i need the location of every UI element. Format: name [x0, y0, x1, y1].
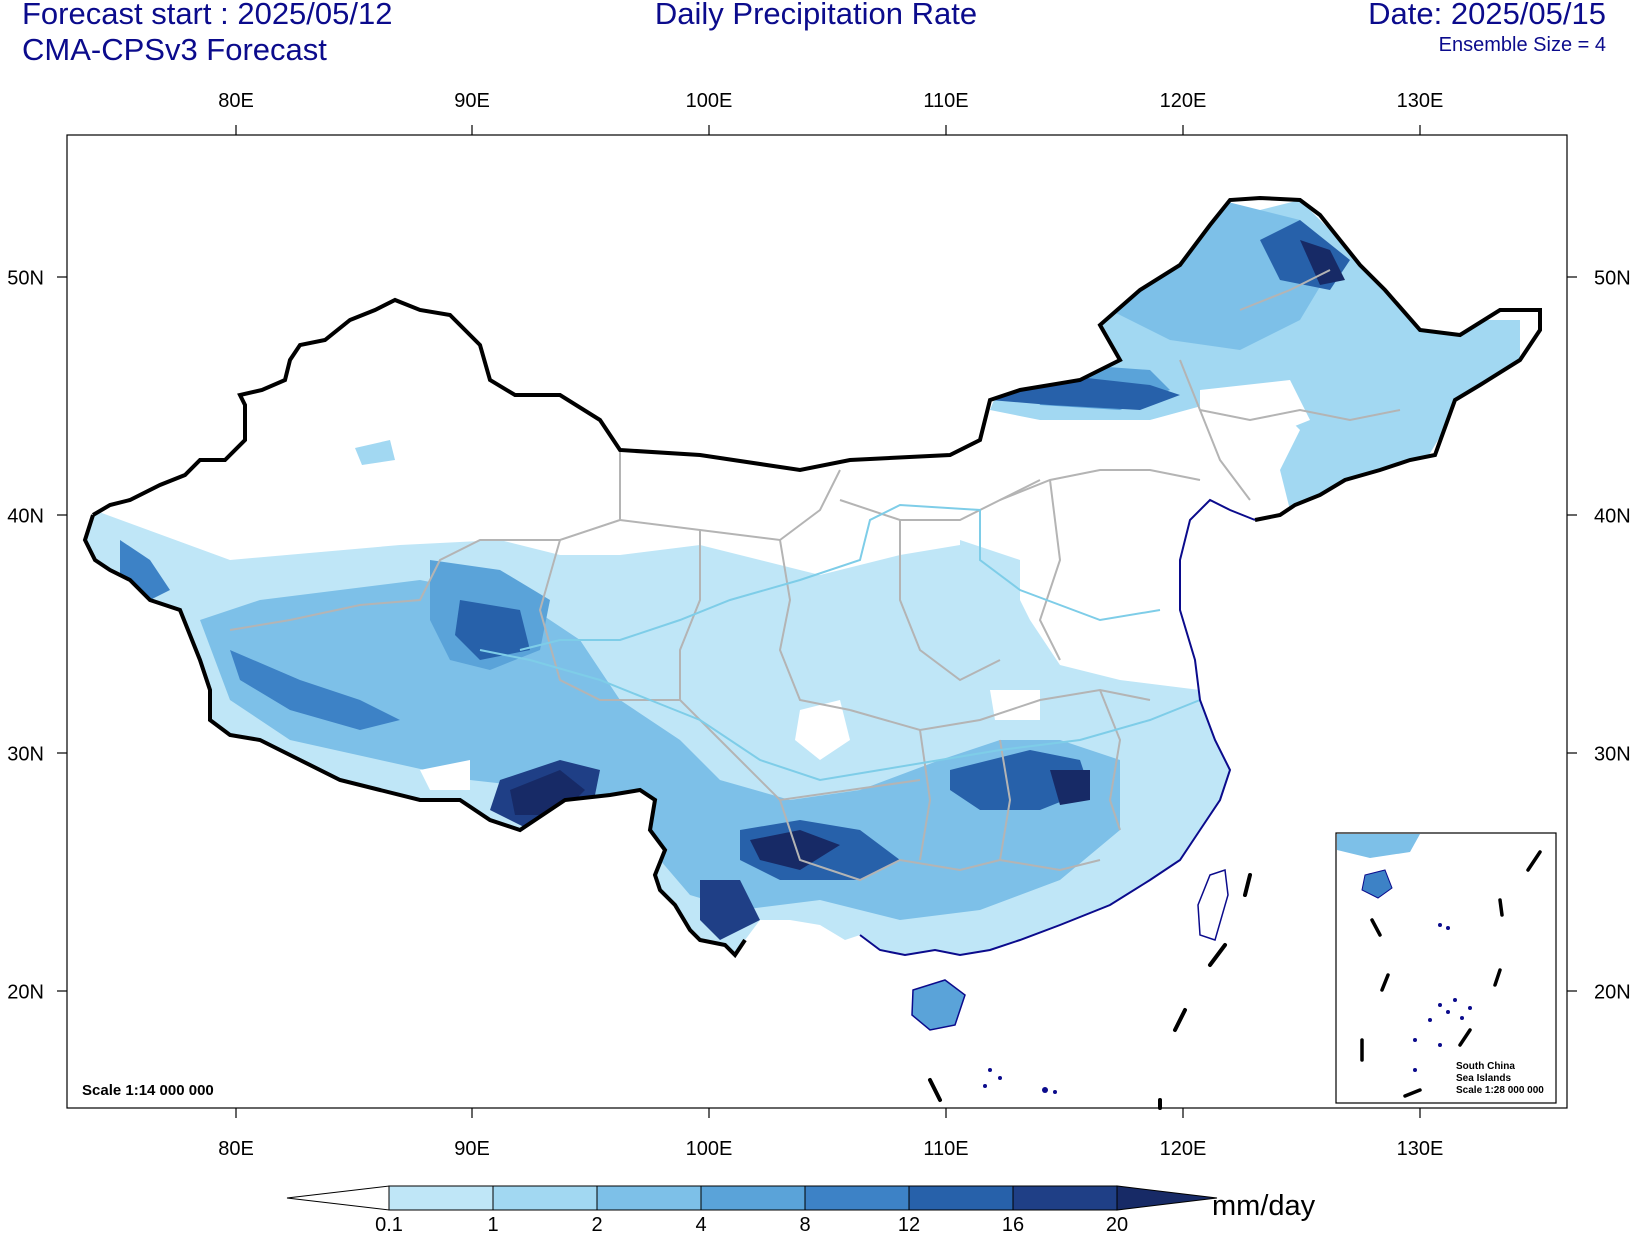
lon-label-top: 110E	[923, 90, 969, 112]
national-boundary	[91, 195, 1542, 522]
lon-label-bottom: 80E	[218, 1138, 254, 1160]
colorbar-unit: mm/day	[1212, 1190, 1316, 1222]
inset-caption-line: Sea Islands	[1456, 1073, 1512, 1084]
colorbar-level-label: 8	[799, 1214, 811, 1236]
lat-label-right: 50N	[1594, 267, 1631, 290]
inset-caption-line: South China	[1456, 1061, 1515, 1072]
lon-label-top: 80E	[218, 90, 254, 112]
lon-label-bottom: 130E	[1396, 1138, 1444, 1160]
rivers	[479, 503, 1201, 782]
lat-label-right: 20N	[1594, 981, 1631, 1004]
lat-label-left: 50N	[7, 267, 44, 290]
inset-map	[1335, 832, 1557, 1104]
inset-caption-line: Scale 1:28 000 000	[1456, 1085, 1544, 1096]
inset-caption: South China Sea Islands Scale 1:28 000 0…	[1456, 1061, 1544, 1097]
colorbar	[286, 1185, 1218, 1211]
hainan-island	[911, 979, 966, 1031]
colorbar-level-label: 4	[695, 1214, 707, 1236]
colorbar-level-label: 12	[897, 1214, 921, 1236]
axis-ticks	[57, 125, 1577, 1118]
coastline	[859, 498, 1256, 957]
lon-label-bottom: 100E	[685, 1138, 733, 1160]
lon-label-bottom: 110E	[923, 1138, 969, 1160]
colorbar-level-label: 20	[1105, 1214, 1129, 1236]
colorbar-cell	[388, 1185, 494, 1211]
colorbar-under-triangle	[286, 1185, 390, 1211]
map-title: Daily Precipitation Rate	[654, 0, 978, 31]
lon-label-bottom: 90E	[454, 1138, 490, 1160]
model-name-text: CMA-CPSv3 Forecast	[22, 32, 327, 67]
forecast-start-text: Forecast start : 2025/05/12	[22, 0, 393, 31]
lon-label-top: 130E	[1396, 90, 1444, 112]
colorbar-cell	[492, 1185, 598, 1211]
colorbar-cell	[596, 1185, 702, 1211]
lat-label-left: 30N	[7, 743, 44, 766]
colorbar-level-label: 2	[591, 1214, 603, 1236]
colorbar-cell	[700, 1185, 806, 1211]
lon-label-top: 100E	[685, 90, 733, 112]
colorbar-level-label: 16	[1001, 1214, 1025, 1236]
scs-islands	[983, 1068, 1057, 1094]
lat-label-right: 30N	[1594, 743, 1631, 766]
maritime-dash-line	[928, 873, 1252, 1110]
lat-label-left: 40N	[7, 505, 44, 528]
colorbar-over-triangle	[1116, 1185, 1218, 1211]
colorbar-level-label: 1	[487, 1214, 499, 1236]
lat-label-left: 20N	[7, 981, 44, 1004]
southwest-boundary	[82, 514, 747, 959]
province-boundaries	[229, 269, 1401, 882]
colorbar-cell	[1012, 1185, 1118, 1211]
lon-label-top: 90E	[454, 90, 490, 112]
precip-patch	[355, 440, 395, 465]
lon-label-bottom: 120E	[1159, 1138, 1207, 1160]
colorbar-cell	[908, 1185, 1014, 1211]
colorbar-level-label: 0.1	[375, 1214, 403, 1236]
lat-label-right: 40N	[1594, 505, 1631, 528]
colorbar-cell	[804, 1185, 910, 1211]
map-scale-note: Scale 1:14 000 000	[82, 1082, 214, 1099]
forecast-date-text: Date: 2025/05/15	[1368, 0, 1606, 31]
taiwan-island	[1197, 868, 1229, 941]
ensemble-size-text: Ensemble Size = 4	[1438, 34, 1606, 56]
lon-label-top: 120E	[1159, 90, 1207, 112]
